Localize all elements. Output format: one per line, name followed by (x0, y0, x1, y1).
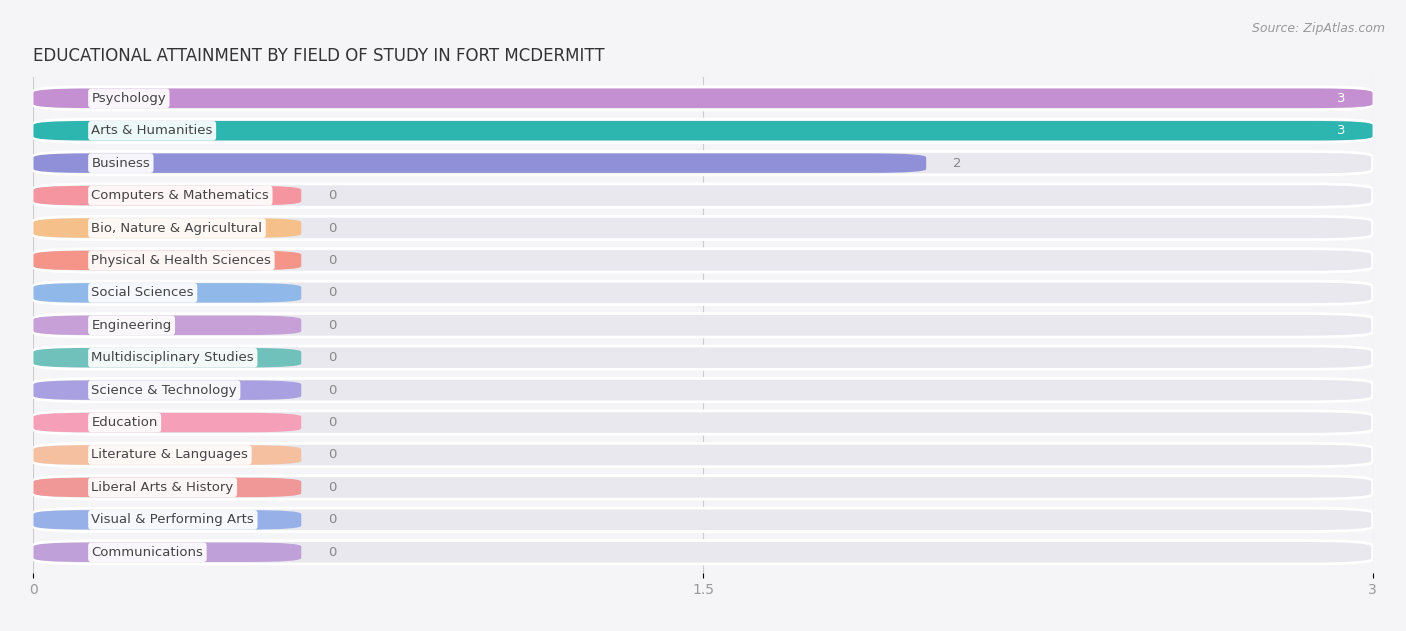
Text: Education: Education (91, 416, 157, 429)
FancyBboxPatch shape (34, 380, 301, 400)
Text: 3: 3 (1337, 91, 1346, 105)
Text: 0: 0 (328, 481, 336, 494)
FancyBboxPatch shape (34, 151, 1372, 175)
FancyBboxPatch shape (34, 216, 1372, 240)
FancyBboxPatch shape (34, 316, 301, 335)
Text: Business: Business (91, 156, 150, 170)
FancyBboxPatch shape (34, 543, 301, 562)
Text: 3: 3 (1337, 124, 1346, 137)
Text: Arts & Humanities: Arts & Humanities (91, 124, 212, 137)
Text: 0: 0 (328, 351, 336, 364)
Text: Science & Technology: Science & Technology (91, 384, 238, 397)
Text: Physical & Health Sciences: Physical & Health Sciences (91, 254, 271, 267)
Text: Visual & Performing Arts: Visual & Performing Arts (91, 514, 254, 526)
Text: 0: 0 (328, 449, 336, 461)
Text: Engineering: Engineering (91, 319, 172, 332)
Text: 0: 0 (328, 514, 336, 526)
Text: Social Sciences: Social Sciences (91, 286, 194, 299)
FancyBboxPatch shape (34, 283, 301, 303)
Text: 0: 0 (328, 189, 336, 202)
FancyBboxPatch shape (34, 249, 1372, 272)
Text: Psychology: Psychology (91, 91, 166, 105)
FancyBboxPatch shape (34, 251, 301, 270)
FancyBboxPatch shape (34, 476, 1372, 499)
FancyBboxPatch shape (34, 153, 927, 173)
Text: Computers & Mathematics: Computers & Mathematics (91, 189, 269, 202)
FancyBboxPatch shape (34, 218, 301, 238)
Text: Literature & Languages: Literature & Languages (91, 449, 249, 461)
FancyBboxPatch shape (34, 314, 1372, 337)
FancyBboxPatch shape (34, 510, 301, 529)
FancyBboxPatch shape (34, 444, 1372, 467)
Text: Liberal Arts & History: Liberal Arts & History (91, 481, 233, 494)
FancyBboxPatch shape (34, 445, 301, 464)
FancyBboxPatch shape (34, 281, 1372, 305)
FancyBboxPatch shape (34, 184, 1372, 207)
FancyBboxPatch shape (34, 541, 1372, 564)
Text: EDUCATIONAL ATTAINMENT BY FIELD OF STUDY IN FORT MCDERMITT: EDUCATIONAL ATTAINMENT BY FIELD OF STUDY… (34, 47, 605, 64)
FancyBboxPatch shape (34, 121, 1372, 141)
Text: 2: 2 (953, 156, 962, 170)
FancyBboxPatch shape (34, 186, 301, 205)
Text: 0: 0 (328, 416, 336, 429)
FancyBboxPatch shape (34, 346, 1372, 369)
FancyBboxPatch shape (34, 411, 1372, 434)
Text: 0: 0 (328, 546, 336, 559)
Text: Communications: Communications (91, 546, 204, 559)
Text: Bio, Nature & Agricultural: Bio, Nature & Agricultural (91, 221, 263, 235)
Text: 0: 0 (328, 319, 336, 332)
Text: 0: 0 (328, 384, 336, 397)
Text: 0: 0 (328, 221, 336, 235)
FancyBboxPatch shape (34, 88, 1372, 108)
Text: 0: 0 (328, 254, 336, 267)
Text: Multidisciplinary Studies: Multidisciplinary Studies (91, 351, 254, 364)
FancyBboxPatch shape (34, 348, 301, 367)
FancyBboxPatch shape (34, 379, 1372, 402)
FancyBboxPatch shape (34, 478, 301, 497)
FancyBboxPatch shape (34, 119, 1372, 143)
Text: 0: 0 (328, 286, 336, 299)
FancyBboxPatch shape (34, 508, 1372, 531)
Text: Source: ZipAtlas.com: Source: ZipAtlas.com (1251, 22, 1385, 35)
FancyBboxPatch shape (34, 413, 301, 432)
FancyBboxPatch shape (34, 86, 1372, 110)
